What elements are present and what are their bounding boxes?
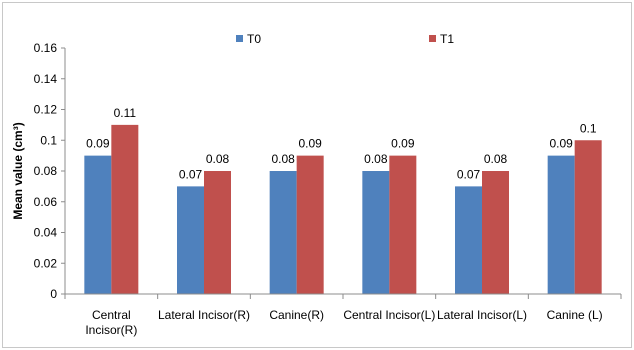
legend-label-t1: T1 — [440, 32, 454, 46]
bar-t1-5 — [482, 171, 509, 294]
bar-t0-1 — [84, 155, 112, 294]
legend-swatch-t1 — [429, 35, 436, 42]
y-tick-label: 0.16 — [34, 41, 58, 55]
data-labels: 0.090.070.08 0.080.070.090.110.080.09 0.09… — [86, 106, 597, 182]
y-tick-label: 0 — [50, 287, 57, 301]
legend: T0 T1 — [236, 32, 454, 46]
bar-t0-2 — [177, 186, 204, 294]
x-category-label: Lateral Incisor(R) — [158, 308, 250, 322]
x-category-label: Canine(R) — [269, 308, 324, 322]
x-category-label: Central Incisor(R) — [85, 308, 137, 337]
y-tick-label: 0.06 — [34, 195, 58, 209]
data-label-t1-4: 0.09 — [391, 137, 415, 151]
data-label-t1-2: 0.08 — [206, 152, 230, 166]
data-label-t1-5: 0.08 — [484, 152, 508, 166]
y-axis-label: Mean value (cm³) — [11, 122, 25, 219]
data-label-t1-6: 0.1 — [580, 121, 597, 135]
bar-t0-4 — [362, 171, 390, 294]
bars — [84, 124, 602, 294]
y-tick-label: 0.02 — [34, 256, 58, 270]
bar-t1-2 — [204, 171, 231, 294]
data-label-t0-1: 0.09 — [86, 137, 110, 151]
data-label-t0-4: 0.08 — [364, 152, 388, 166]
bar-chart: T0 T1 Mean value (cm³) 00.020.040.060.080… — [11, 32, 622, 337]
data-label-t1-1: 0.11 — [114, 106, 137, 120]
legend-swatch-t0 — [236, 35, 243, 42]
y-tick-label: 0.04 — [34, 226, 58, 240]
bar-t1-1 — [111, 124, 139, 294]
x-category-label: Canine (L) — [547, 308, 603, 322]
y-tick-label: 0.14 — [34, 72, 58, 86]
data-label-t0-2: 0.07 — [179, 167, 203, 181]
axes — [64, 48, 622, 299]
legend-label-t0: T0 — [247, 32, 261, 46]
bar-t0-5 — [455, 186, 482, 294]
bar-t1-6 — [574, 140, 602, 294]
bar-t0-3 — [269, 171, 297, 294]
y-tick-label: 0.12 — [34, 103, 58, 117]
bar-t1-3 — [296, 155, 324, 294]
data-label-t0-3: 0.08 — [271, 152, 295, 166]
y-tick-label: 0.1 — [40, 133, 57, 147]
bar-t0-6 — [547, 155, 575, 294]
x-category-label: Central Incisor(L) — [343, 308, 435, 322]
data-label-t0-5: 0.07 — [457, 167, 481, 181]
y-axis-ticks: 0 0.02 0.04 0.06 0.08 0.1 0.12 0.14 0.16 — [34, 41, 65, 301]
x-axis-categories: Central Incisor(R) Lateral Incisor(R) Canin… — [85, 308, 602, 337]
x-category-label: Lateral Incisor(L) — [437, 308, 527, 322]
data-label-t0-6: 0.09 — [549, 137, 573, 151]
data-label-t1-3: 0.09 — [298, 137, 322, 151]
bar-t1-4 — [389, 155, 417, 294]
y-tick-label: 0.08 — [34, 164, 58, 178]
